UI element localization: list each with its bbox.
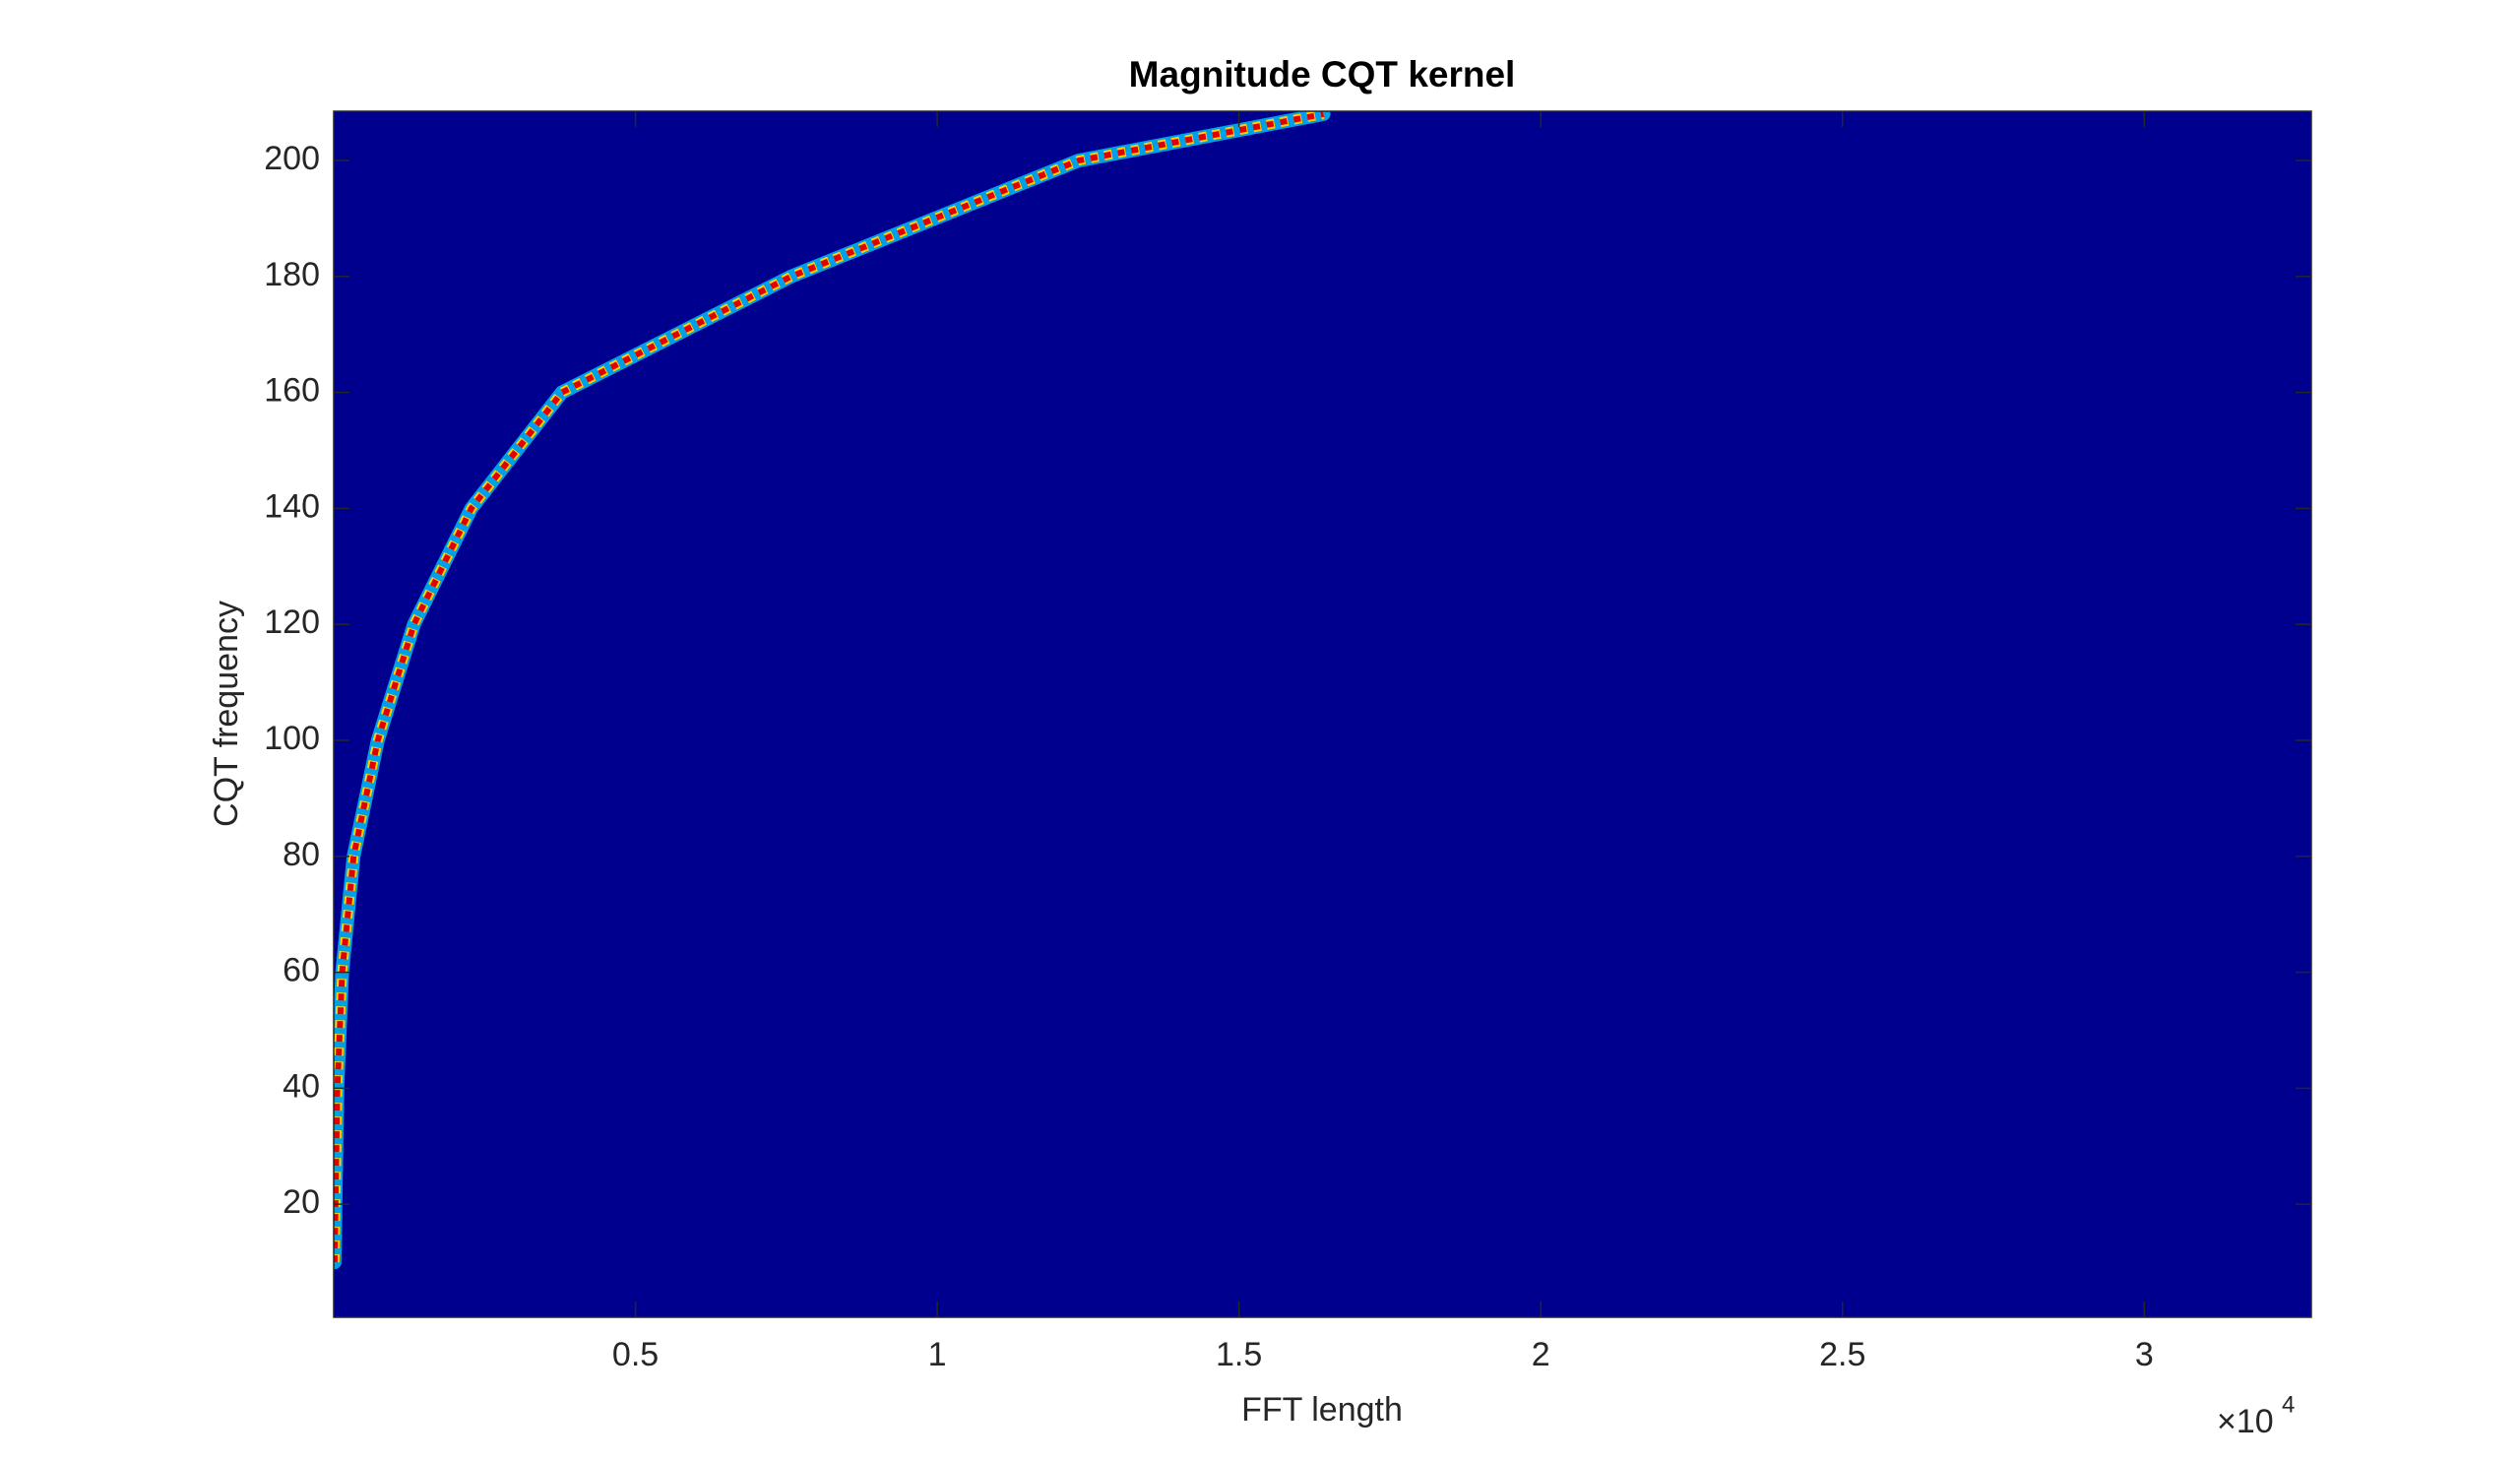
y-tick-label: 20 [283,1183,320,1221]
y-tick-label: 100 [264,720,320,757]
y-tick-label: 60 [283,952,320,989]
y-tick-label: 40 [283,1067,320,1105]
ridge [334,111,1325,1263]
y-tick-label: 200 [264,140,320,177]
x-tick-label: 2 [1532,1336,1550,1373]
y-tick-label: 140 [264,487,320,525]
x-tick-label: 2.5 [1819,1336,1865,1373]
chart-title: Magnitude CQT kernel [1129,54,1516,95]
x-tick-label: 3 [2135,1336,2154,1373]
x-exponent: 4 [2282,1391,2295,1418]
y-axis-label: CQT frequency [208,601,245,827]
y-tick-label: 160 [264,372,320,410]
x-tick-label: 1 [928,1336,947,1373]
y-tick-label: 80 [283,836,320,873]
plot-area [334,111,1331,1270]
y-tick-label: 120 [264,603,320,641]
plot-frame [333,110,2312,1318]
x-axis-label: FFT length [1241,1391,1403,1429]
x-exponent-base: ×10 [2217,1403,2274,1440]
x-tick-label: 1.5 [1216,1336,1262,1373]
y-tick-label: 180 [264,256,320,293]
x-tick-label: 0.5 [612,1336,659,1373]
heatmap-background [334,111,2311,1317]
